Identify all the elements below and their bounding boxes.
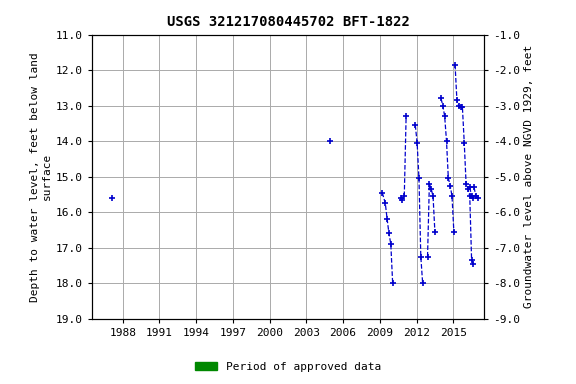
Y-axis label: Groundwater level above NGVD 1929, feet: Groundwater level above NGVD 1929, feet <box>524 45 534 308</box>
Legend: Period of approved data: Period of approved data <box>191 358 385 377</box>
Bar <box>109 321 115 329</box>
Y-axis label: Depth to water level, feet below land
surface: Depth to water level, feet below land su… <box>31 52 52 301</box>
Bar <box>329 321 334 329</box>
Title: USGS 321217080445702 BFT-1822: USGS 321217080445702 BFT-1822 <box>166 15 410 29</box>
Bar <box>415 321 441 329</box>
Bar <box>381 321 400 329</box>
